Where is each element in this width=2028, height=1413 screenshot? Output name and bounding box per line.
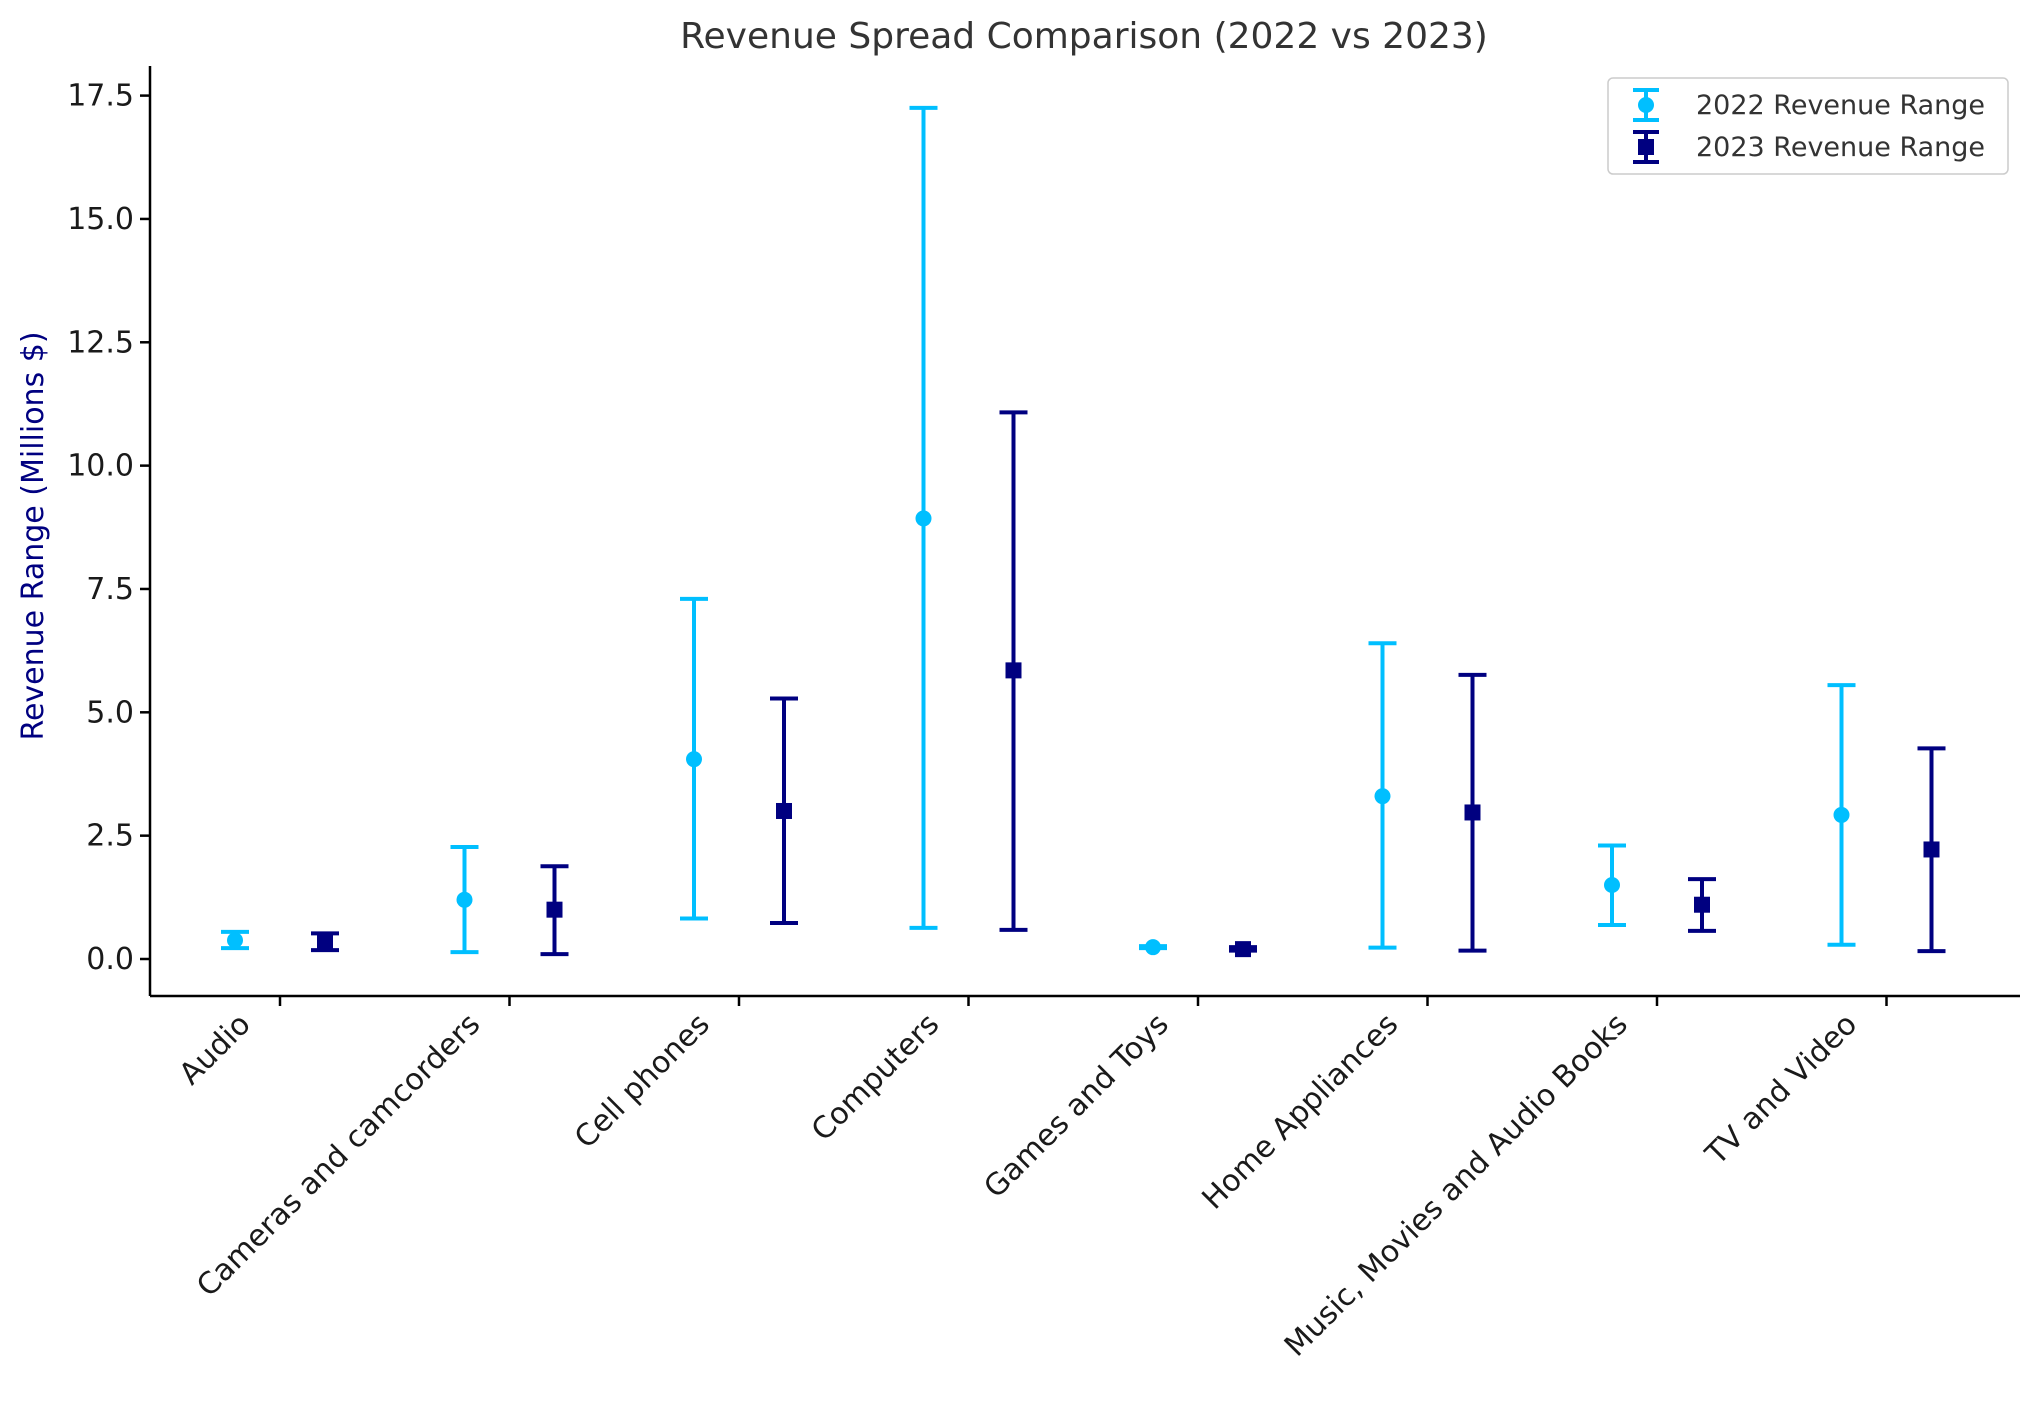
legend-marker: [1638, 139, 1654, 155]
x-tick-label: Computers: [805, 1007, 946, 1148]
legend-box: [1607, 77, 2009, 175]
x-tick-label: TV and Video: [1698, 1007, 1864, 1173]
data-point: [1604, 876, 1620, 893]
series-1: [221, 105, 1856, 956]
data-point: [1005, 662, 1022, 679]
data-point: [317, 933, 333, 950]
data-point: [915, 510, 932, 527]
series-2: [311, 410, 1946, 958]
y-tick-label: 0.0: [86, 942, 134, 977]
y-tick-label: 7.5: [86, 572, 134, 607]
legend: 2022 Revenue Range 2023 Revenue Range: [1607, 77, 2009, 175]
x-tick-label: Audio: [173, 1007, 258, 1092]
y-tick-label: 12.5: [67, 325, 134, 360]
data-point: [456, 891, 473, 908]
data-point: [1833, 806, 1850, 823]
y-tick-label: 2.5: [86, 819, 134, 854]
y-axis-label: Revenue Range (Millions $): [16, 331, 51, 740]
x-tick-label: Home Appliances: [1196, 1007, 1406, 1217]
data-point: [1694, 896, 1710, 913]
data-point: [1145, 939, 1161, 956]
data-point: [1374, 788, 1391, 805]
y-tick-label: 5.0: [86, 695, 134, 730]
legend-label: 2023 Revenue Range: [1696, 132, 1985, 163]
data-point: [546, 901, 563, 918]
data-point: [1464, 804, 1481, 821]
y-tick-label: 10.0: [67, 449, 134, 484]
legend-marker: [1638, 97, 1654, 113]
data-point: [776, 802, 792, 819]
data-point: [686, 751, 702, 768]
x-tick-label: Games and Toys: [977, 1007, 1175, 1205]
x-tick-label: Cell phones: [568, 1007, 717, 1156]
legend-label: 2022 Revenue Range: [1696, 90, 1985, 121]
plot-area: 0.02.55.07.510.012.515.017.5AudioCameras…: [67, 66, 2020, 1364]
data-point: [227, 932, 243, 949]
y-tick-label: 17.5: [67, 79, 134, 114]
data-point: [1235, 941, 1251, 958]
chart-title: Revenue Spread Comparison (2022 vs 2023): [680, 16, 1488, 57]
data-point: [1923, 841, 1940, 858]
y-tick-label: 15.0: [67, 202, 134, 237]
